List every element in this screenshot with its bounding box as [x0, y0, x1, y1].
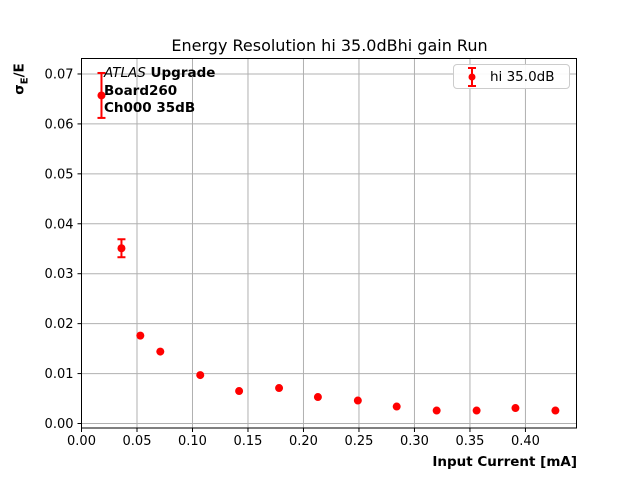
x-tick-label: 0.05 [123, 434, 152, 449]
x-tick-label: 0.00 [67, 434, 96, 449]
data-point [196, 371, 205, 380]
annotation-text: ATLAS Upgrade Board260 Ch000 35dB [104, 65, 215, 118]
y-tick-label: 0.03 [45, 267, 74, 282]
annotation-upgrade: Upgrade [150, 65, 216, 81]
data-point [97, 91, 106, 100]
y-label-sigma: σ [11, 84, 28, 95]
y-tick-label: 0.06 [45, 117, 74, 132]
y-tick-label: 0.07 [45, 67, 74, 82]
x-tick-label: 0.10 [178, 434, 207, 449]
y-tick-label: 0.04 [45, 217, 74, 232]
data-point [472, 406, 481, 415]
x-tick-label: 0.15 [234, 434, 263, 449]
y-label-rest: /E [11, 63, 28, 78]
data-point [551, 406, 560, 415]
data-point [432, 406, 441, 415]
data-point [392, 402, 401, 411]
x-tick-label: 0.30 [400, 434, 429, 449]
x-tick-label: 0.20 [289, 434, 318, 449]
x-axis-label: Input Current [mA] [432, 454, 577, 470]
y-tick-label: 0.00 [45, 417, 74, 432]
y-tick-label: 0.02 [45, 317, 74, 332]
annotation-line-1: ATLAS Upgrade [104, 65, 215, 83]
annotation-atlas: ATLAS [104, 65, 146, 81]
data-point [235, 387, 244, 396]
data-point [136, 331, 145, 340]
x-tick-label: 0.25 [344, 434, 373, 449]
legend: hi 35.0dB [453, 64, 570, 89]
x-tick-label: 0.40 [511, 434, 540, 449]
data-point [275, 384, 284, 393]
y-axis-label: σE/E [12, 63, 31, 95]
annotation-line-2: Board260 [104, 82, 178, 99]
data-point [511, 404, 520, 413]
y-tick-label: 0.01 [45, 367, 74, 382]
data-point [313, 393, 322, 402]
legend-errorbar-icon [468, 66, 476, 87]
data-point [353, 396, 362, 405]
annotation-line-3: Ch000 35dB [104, 100, 196, 116]
chart-title: Energy Resolution hi 35.0dBhi gain Run [171, 36, 488, 55]
axes-frame [81, 58, 577, 429]
data-point [117, 244, 126, 253]
data-point [156, 347, 165, 356]
y-label-subscript: E [19, 77, 31, 85]
legend-label: hi 35.0dB [490, 68, 555, 85]
y-tick-label: 0.05 [45, 167, 74, 182]
x-tick-label: 0.35 [455, 434, 484, 449]
